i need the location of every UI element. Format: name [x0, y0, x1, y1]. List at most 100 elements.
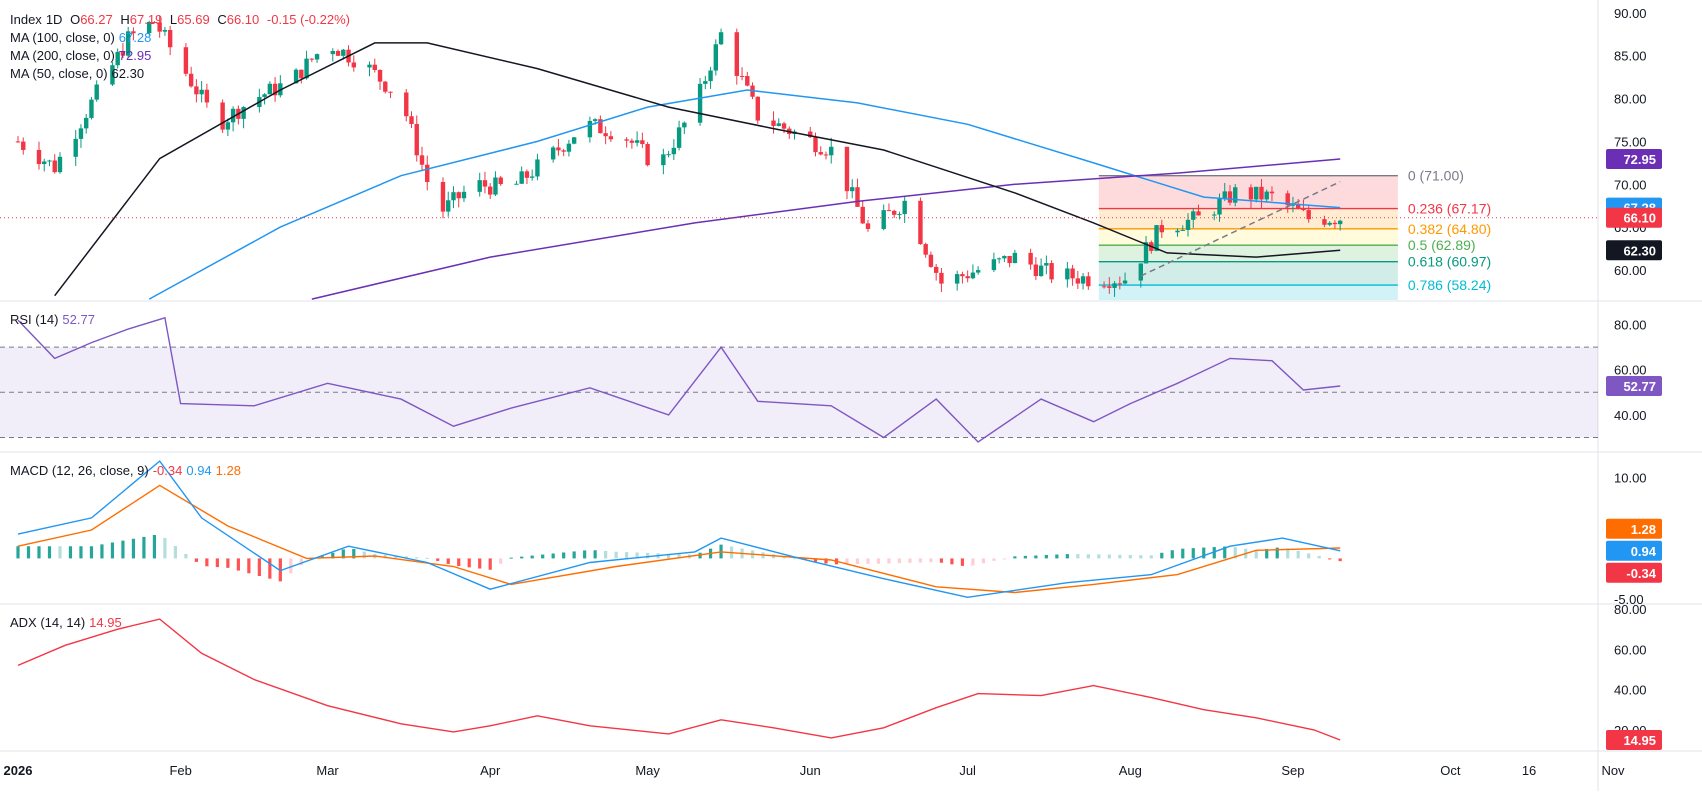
fib-label-0: 0 (71.00) [1408, 168, 1464, 184]
candle-body [713, 44, 719, 71]
macd-badge-0: 1.28 [1631, 522, 1656, 537]
price-badge-0-bg [1606, 149, 1662, 169]
candle-body [1254, 186, 1259, 200]
candle-body [225, 122, 231, 130]
candle-body [199, 89, 204, 95]
time-tick-May: May [635, 763, 660, 778]
ma-line-1 [311, 158, 1341, 300]
macd-hist-bar [68, 546, 73, 559]
candle-body [1233, 187, 1238, 203]
macd-hist-bar [394, 555, 398, 559]
candle-body [409, 116, 414, 124]
macd-hist-bar [488, 558, 492, 570]
macd-hist-bar [1149, 555, 1153, 559]
macd-hist-bar [1139, 555, 1143, 559]
candle-body [624, 139, 629, 141]
candle-body [477, 180, 482, 192]
macd-hist-bar [530, 555, 534, 559]
macd-hist-bar [404, 556, 408, 559]
candle-body [1012, 252, 1018, 264]
macd-hist-bar [26, 546, 31, 559]
time-tick-2026: 2026 [4, 763, 33, 778]
candle-body [571, 137, 577, 144]
fib-label-0.382: 0.382 (64.80) [1408, 221, 1491, 237]
candle-body [561, 150, 566, 152]
macd-hist-bar [47, 546, 52, 559]
candle-body [220, 102, 225, 130]
time-tick-Jul: Jul [959, 763, 976, 778]
candle-body [860, 206, 865, 224]
macd-hist-bar [1191, 548, 1195, 559]
candle-body [1217, 199, 1222, 215]
candle-body [1227, 191, 1233, 203]
macd-hist-bar [467, 558, 471, 568]
candle-body [1007, 255, 1012, 264]
candle-body [813, 137, 818, 153]
candle-body [923, 244, 928, 255]
macd-hist-bar [824, 558, 828, 564]
adx-axis-tick: 60.00 [1614, 642, 1647, 657]
candle-body [47, 160, 52, 162]
candle-body [755, 96, 760, 121]
candle-body [556, 147, 561, 151]
candle-body [78, 128, 84, 139]
rsi-axis-tick: 60.00 [1614, 363, 1647, 378]
candle-body [566, 143, 572, 152]
macd-hist-bar [1286, 548, 1290, 559]
rsi-axis-tick: 80.00 [1614, 318, 1647, 333]
candle-body [1175, 230, 1180, 233]
macd-hist-bar [572, 551, 576, 559]
macd-hist-bar [1328, 558, 1332, 560]
candle-body [1080, 276, 1086, 284]
candle-body [1248, 187, 1254, 200]
macd-hist-bar [604, 550, 608, 559]
candle-body [262, 94, 267, 97]
candle-body [1222, 191, 1227, 200]
macd-axis-tick: -5.00 [1614, 592, 1644, 607]
candle-body [152, 21, 157, 23]
candle-body [1143, 242, 1149, 264]
candle-body [272, 83, 278, 96]
candle-body [1070, 268, 1075, 279]
macd-badge-1: 0.94 [1631, 544, 1657, 559]
macd-hist-bar [289, 558, 293, 574]
macd-hist-bar [100, 544, 104, 559]
macd-signal-line [17, 484, 1341, 594]
candle-body [456, 192, 461, 199]
candle-body [1191, 211, 1196, 220]
candle-body [1306, 210, 1311, 220]
candle-body [1044, 263, 1049, 266]
candle-body [734, 32, 739, 76]
candle-body [1285, 193, 1290, 206]
macd-hist-bar [1128, 554, 1132, 559]
macd-hist-bar [1223, 546, 1227, 559]
candle-body [933, 266, 939, 273]
macd-hist-bar [1076, 554, 1080, 559]
macd-hist-bar [1065, 554, 1069, 559]
candle-body [73, 138, 78, 157]
macd-hist-bar [614, 551, 618, 559]
adx-axis-tick: 40.00 [1614, 683, 1647, 698]
macd-hist-bar [908, 558, 912, 563]
candle-body [1033, 264, 1039, 277]
macd-hist-bar [971, 558, 975, 566]
macd-hist-bar [950, 558, 954, 565]
candle-body [519, 171, 524, 184]
candle-body [776, 123, 781, 126]
macd-hist-bar [499, 558, 503, 564]
macd-hist-bar [541, 554, 545, 559]
macd-hist-bar [446, 558, 450, 564]
macd-hist-bar [1034, 555, 1038, 559]
candle-body [1185, 219, 1191, 230]
macd-hist-bar [1118, 554, 1122, 559]
macd-hist-bar [625, 552, 629, 559]
adx-badge: 14.95 [1623, 733, 1656, 748]
price-badge-0: 72.95 [1623, 152, 1656, 167]
macd-hist-bar [478, 558, 482, 569]
candle-body [330, 51, 336, 55]
candle-body [188, 73, 194, 87]
macd-hist-bar [1307, 553, 1311, 559]
candle-body [482, 180, 488, 187]
